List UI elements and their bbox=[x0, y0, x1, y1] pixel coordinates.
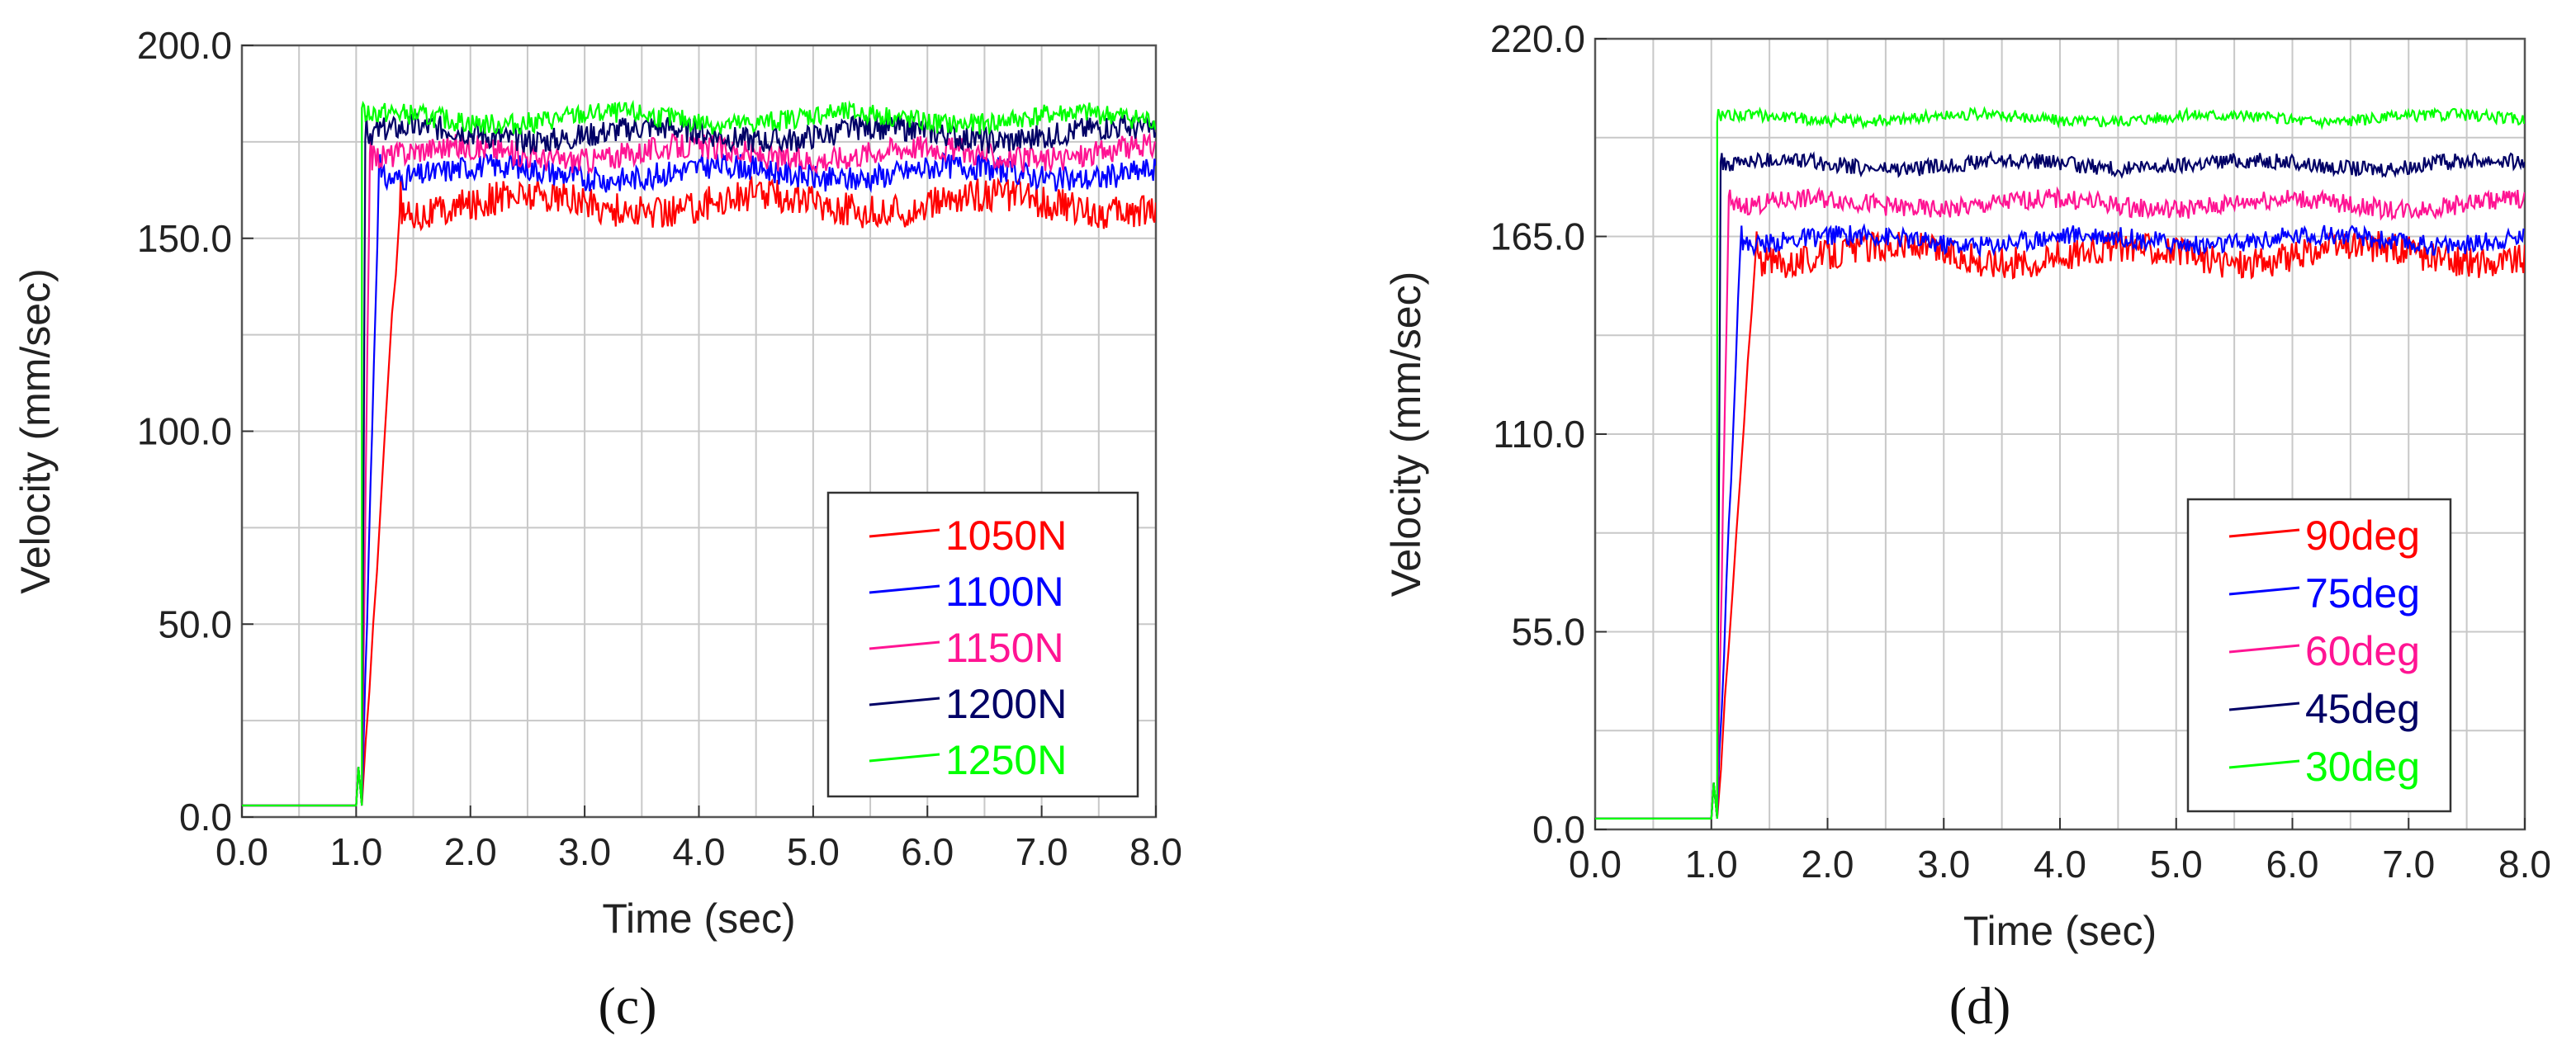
legend-swatch-90deg bbox=[2228, 528, 2300, 538]
series-line-60deg bbox=[1595, 186, 2525, 820]
x-tick-label: 3.0 bbox=[1917, 843, 1970, 886]
x-tick-label: 3.0 bbox=[558, 830, 611, 873]
y-tick-label: 220.0 bbox=[1490, 17, 1585, 60]
legend-box bbox=[2186, 498, 2452, 813]
legend-box bbox=[826, 491, 1139, 798]
x-tick-label: 4.0 bbox=[673, 830, 726, 873]
x-tick-label: 5.0 bbox=[2150, 843, 2203, 886]
series-line-1050N bbox=[242, 175, 1156, 807]
y-tick-label: 50.0 bbox=[158, 602, 232, 645]
x-tick-label: 2.0 bbox=[1802, 843, 1854, 886]
legend-swatch-1150N bbox=[869, 640, 940, 650]
x-tick-label: 2.0 bbox=[444, 830, 497, 873]
legend-swatch-75deg bbox=[2228, 586, 2300, 596]
y-tick-label: 55.0 bbox=[1511, 611, 1585, 654]
legend-swatch-1250N bbox=[869, 753, 940, 763]
chart-panel-c: 0.0 1.0 2.0 3.0 4.0 5.0 6.0 7.0 8.0 0.0 50.0 100.0 1… bbox=[12, 24, 1182, 1035]
x-tick-label: 7.0 bbox=[2382, 843, 2435, 886]
panel-caption: (c) bbox=[598, 976, 656, 1035]
legend-label: 1150N bbox=[945, 625, 1064, 671]
series-line-1100N bbox=[242, 152, 1156, 807]
series-line-30deg bbox=[1595, 106, 2525, 820]
legend-swatch-60deg bbox=[2228, 644, 2300, 654]
legend-label: 45deg bbox=[2305, 686, 2420, 732]
x-tick-label: 5.0 bbox=[787, 830, 840, 873]
legend-label: 75deg bbox=[2305, 570, 2420, 617]
legend-label: 1050N bbox=[945, 513, 1067, 559]
x-tick-label: 7.0 bbox=[1016, 830, 1068, 873]
x-tick-label: 8.0 bbox=[1129, 830, 1182, 873]
legend-label: 1100N bbox=[945, 569, 1064, 615]
y-tick-label: 200.0 bbox=[137, 24, 232, 67]
y-axis-label: Velocity (mm/sec) bbox=[1383, 272, 1429, 598]
y-axis-label: Velocity (mm/sec) bbox=[12, 268, 59, 594]
y-tick-label: 100.0 bbox=[137, 410, 232, 453]
series-line-1200N bbox=[242, 111, 1156, 807]
y-tick-label: 0.0 bbox=[179, 796, 232, 839]
y-tick-label: 165.0 bbox=[1490, 215, 1585, 258]
y-tick-label: 150.0 bbox=[137, 217, 232, 260]
legend-label: 90deg bbox=[2305, 513, 2420, 559]
x-tick-label: 0.0 bbox=[215, 830, 268, 873]
x-axis-label: Time (sec) bbox=[602, 895, 795, 942]
legend-label: 60deg bbox=[2305, 628, 2420, 674]
series-line-1250N bbox=[242, 99, 1156, 807]
y-tick-label: 0.0 bbox=[1532, 808, 1585, 851]
legend-swatch-1050N bbox=[869, 528, 940, 538]
legend-label: 30deg bbox=[2305, 744, 2420, 790]
x-tick-label: 1.0 bbox=[1685, 843, 1738, 886]
y-tick-label: 110.0 bbox=[1493, 413, 1585, 456]
legend-swatch-1200N bbox=[869, 697, 940, 706]
x-tick-label: 0.0 bbox=[1569, 843, 1622, 886]
legend-label: 1250N bbox=[945, 737, 1067, 783]
x-axis-label: Time (sec) bbox=[1963, 908, 2157, 954]
chart-panel-d: 0.0 1.0 2.0 3.0 4.0 5.0 6.0 7.0 8.0 0.0 55.0 110.0 1… bbox=[1383, 17, 2551, 1035]
legend-swatch-45deg bbox=[2228, 702, 2300, 711]
legend-swatch-30deg bbox=[2228, 759, 2300, 769]
panel-caption: (d) bbox=[1949, 976, 2011, 1035]
x-tick-label: 4.0 bbox=[2034, 843, 2086, 886]
x-tick-label: 6.0 bbox=[901, 830, 954, 873]
legend-label: 1200N bbox=[945, 681, 1067, 727]
series-line-45deg bbox=[1595, 149, 2525, 820]
x-tick-label: 1.0 bbox=[329, 830, 382, 873]
x-tick-label: 8.0 bbox=[2498, 843, 2551, 886]
series-line-75deg bbox=[1595, 223, 2525, 820]
x-tick-label: 6.0 bbox=[2266, 843, 2319, 886]
legend-swatch-1100N bbox=[869, 584, 940, 594]
